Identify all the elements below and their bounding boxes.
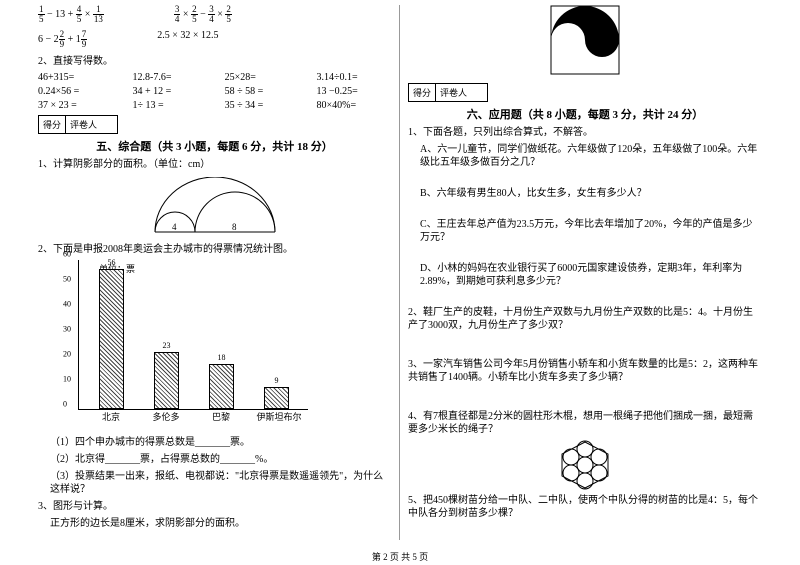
q5-2-1: （1）四个申办城市的得票总数是_______票。	[50, 436, 391, 449]
direct-item: 35 ÷ 34 =	[225, 100, 297, 111]
y-tick: 30	[63, 325, 71, 334]
hexagon-figure	[408, 440, 762, 490]
direct-item: 12.8-7.6=	[132, 72, 204, 83]
q6-2: 2、鞋厂生产的皮鞋，十月份生产双数与九月份生产双数的比是5：4。十月份生产了30…	[408, 306, 762, 332]
expr2: 34 × 25 − 34 × 25	[174, 5, 232, 24]
x-label: 多伦多	[146, 410, 186, 423]
section-5-title: 五、综合题（共 3 小题，每题 6 分，共计 18 分）	[38, 138, 391, 154]
q5-2: 2、下面是申报2008年奥运会主办城市的得票情况统计图。	[38, 243, 391, 256]
arc-figure: 4 8	[38, 177, 391, 237]
q6-5: 5、把450棵树苗分给一中队、二中队，使两个中队分得的树苗的比是4：5，每个中队…	[408, 494, 762, 520]
direct-item: 1÷ 13 =	[132, 100, 204, 111]
y-tick: 20	[63, 350, 71, 359]
q6-1b: B、六年级有男生80人，比女生多，女生有多少人？	[420, 187, 762, 200]
q6-1d: D、小林的妈妈在农业银行买了6000元国家建设债券，定期3年，年利率为2.89%…	[420, 262, 762, 288]
direct-item: 80×40%=	[317, 100, 391, 111]
svg-text:4: 4	[172, 222, 177, 232]
bar-chart: 单位：票 0 10 20 30 40 50 60 56 23 18 9 北京 多…	[78, 260, 308, 410]
svg-text:8: 8	[232, 222, 237, 232]
reviewer-label: 评卷人	[66, 116, 101, 133]
q5-3: 3、图形与计算。	[38, 500, 391, 513]
score-label: 得分	[409, 84, 436, 101]
expr4: 2.5 × 32 × 12.5	[157, 30, 218, 49]
y-tick: 50	[63, 275, 71, 284]
expr1: 15 − 13 + 45 × 113	[38, 5, 104, 24]
x-label: 伊斯坦布尔	[249, 410, 309, 423]
x-label: 北京	[91, 410, 131, 423]
bar-paris: 18	[209, 364, 234, 409]
score-label: 得分	[39, 116, 66, 133]
y-tick: 60	[63, 250, 71, 259]
direct-item: 58 ÷ 58 =	[225, 86, 297, 97]
q6-1c: C、王庄去年总产值为23.5万元，今年比去年增加了20%，今年的产值是多少万元？	[420, 218, 762, 244]
page-footer: 第 2 页 共 5 页	[0, 550, 800, 563]
direct-item: 3.14÷0.1=	[317, 72, 391, 83]
y-tick: 0	[63, 400, 67, 409]
direct-item: 37 × 23 =	[38, 100, 112, 111]
bar-beijing: 56	[99, 269, 124, 409]
q6-4: 4、有7根直径都是2分米的圆柱形木棍，想用一根绳子把他们捆成一捆，最短需要多少米…	[408, 410, 762, 436]
q5-2-2: （2）北京得_______票，占得票总数的_______%。	[50, 453, 391, 466]
direct-item: 46+315=	[38, 72, 112, 83]
q6-3: 3、一家汽车销售公司今年5月份销售小轿车和小货车数量的比是5：2，这两种车共销售…	[408, 358, 762, 384]
y-tick: 40	[63, 300, 71, 309]
reviewer-label: 评卷人	[436, 84, 471, 101]
direct-item: 13 −0.25=	[317, 86, 391, 97]
yinyang-figure	[408, 5, 762, 75]
score-box: 得分 评卷人	[38, 115, 118, 134]
direct-item: 0.24×56 =	[38, 86, 112, 97]
direct-grid: 46+315= 12.8-7.6= 25×28= 3.14÷0.1= 0.24×…	[38, 72, 391, 111]
x-label: 巴黎	[201, 410, 241, 423]
direct-title: 2、直接写得数。	[38, 55, 391, 68]
score-box: 得分 评卷人	[408, 83, 488, 102]
y-tick: 10	[63, 375, 71, 384]
q6-1a: A、六一儿童节，同学们做纸花。六年级做了120朵，五年级做了100朵。六年级比五…	[420, 143, 762, 169]
direct-item: 34 + 12 =	[132, 86, 204, 97]
q5-2-3: （3）投票结果一出来，报纸、电视都说："北京得票是数遥遥领先"，为什么这样说？	[50, 470, 391, 496]
section-6-title: 六、应用题（共 8 小题，每题 3 分，共计 24 分）	[408, 106, 762, 122]
q5-3-sub: 正方形的边长是8厘米，求阴影部分的面积。	[50, 517, 391, 530]
bar-toronto: 23	[154, 352, 179, 409]
q6-1: 1、下面各题，只列出综合算式，不解答。	[408, 126, 762, 139]
q5-1: 1、计算阴影部分的面积。（单位：cm）	[38, 158, 391, 171]
bar-istanbul: 9	[264, 387, 289, 409]
direct-item: 25×28=	[225, 72, 297, 83]
expr3: 6 − 229 + 179	[38, 30, 87, 49]
